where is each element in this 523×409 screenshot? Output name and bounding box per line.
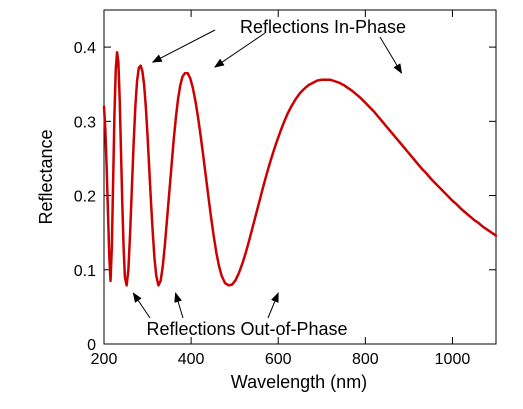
reflectance-line <box>102 51 498 287</box>
annotation-arrow-out-of-phase <box>132 292 151 319</box>
plot-frame <box>103 9 497 345</box>
annotations: Reflections In-Phase Reflections Out-of-P… <box>132 17 406 339</box>
annotation-arrow-in-phase <box>151 29 216 63</box>
axes: 200 400 600 800 1000 0 0.1 0.2 0.3 0.4 <box>74 9 497 368</box>
x-tick-label: 800 <box>352 351 379 368</box>
y-tick-label: 0.2 <box>74 189 96 206</box>
y-tick-label: 0.4 <box>74 40 96 57</box>
y-tick-label: 0 <box>87 337 96 354</box>
series-layer <box>102 51 498 287</box>
annotation-arrow-out-of-phase <box>267 292 279 319</box>
x-tick-label: 1000 <box>435 351 471 368</box>
annotation-arrow-in-phase <box>214 32 266 68</box>
x-axis-label: Wavelength (nm) <box>231 372 367 392</box>
annotation-out-of-phase: Reflections Out-of-Phase <box>146 319 347 339</box>
annotation-arrow-out-of-phase <box>174 292 184 319</box>
annotation-in-phase: Reflections In-Phase <box>240 17 406 37</box>
y-axis-label: Reflectance <box>36 129 56 224</box>
y-tick-label: 0.3 <box>74 114 96 131</box>
y-tick-label: 0.1 <box>74 263 96 280</box>
annotation-arrow-in-phase <box>379 36 403 74</box>
x-tick-label: 400 <box>178 351 205 368</box>
x-tick-label: 200 <box>91 351 118 368</box>
x-tick-label: 600 <box>265 351 292 368</box>
